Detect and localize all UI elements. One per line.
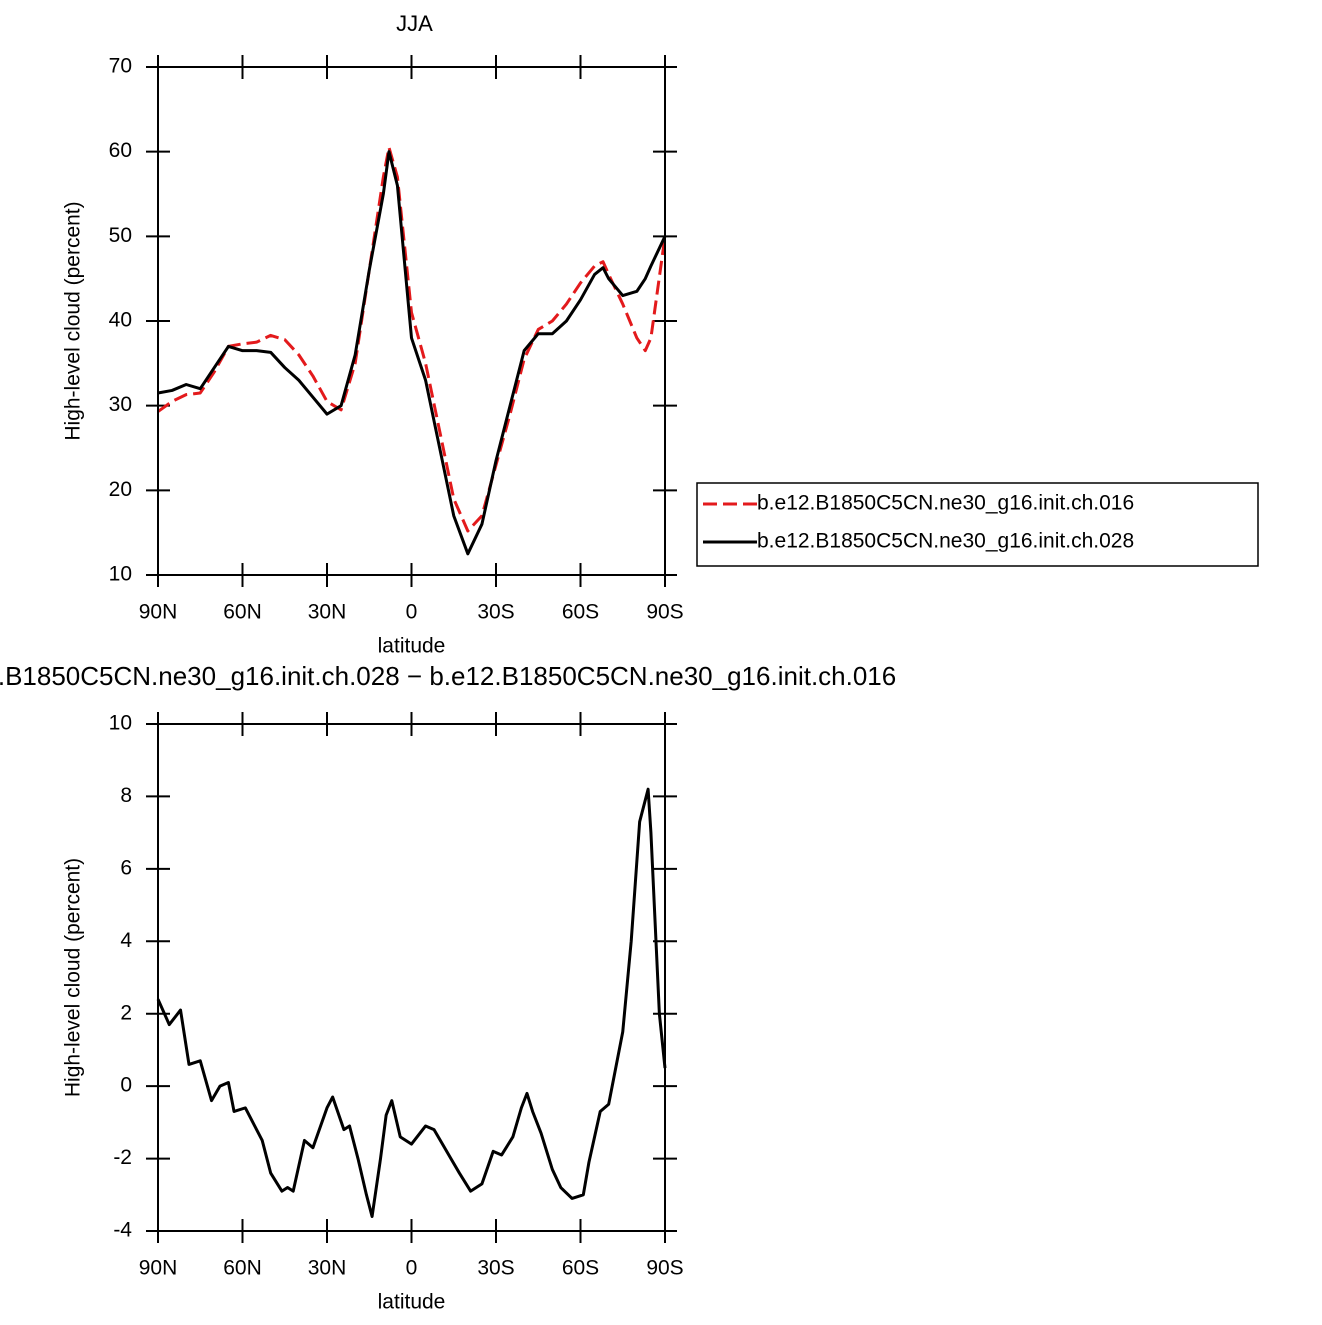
y-tick-label: 0 <box>120 1074 132 1097</box>
x-tick-label: 30S <box>477 1257 514 1280</box>
y-tick-label: 60 <box>109 139 132 162</box>
plot-frame <box>157 723 666 1232</box>
x-tick-label: 90S <box>646 1257 683 1280</box>
chart-title: b.e12.B1850C5CN.ne30_g16.init.ch.028 − b… <box>0 661 896 691</box>
y-axis-label: High-level cloud (percent) <box>62 201 85 440</box>
x-tick-label: 30S <box>477 601 514 624</box>
y-tick-label: 50 <box>109 224 132 247</box>
y-tick-label: -2 <box>113 1146 132 1169</box>
x-tick-label: 60S <box>562 1257 599 1280</box>
y-tick-label: 2 <box>120 1001 132 1024</box>
x-tick-label: 60S <box>562 601 599 624</box>
x-tick-label: 60N <box>223 601 262 624</box>
x-tick-label: 60N <box>223 1257 262 1280</box>
y-tick-label: 20 <box>109 478 132 501</box>
y-tick-label: 6 <box>120 856 132 879</box>
legend-label: b.e12.B1850C5CN.ne30_g16.init.ch.028 <box>757 530 1134 553</box>
legend-box <box>696 482 1259 567</box>
chart-title: JJA <box>396 11 433 36</box>
x-tick-label: 0 <box>406 601 418 624</box>
y-tick-label: 10 <box>109 712 132 735</box>
y-tick-label: 40 <box>109 309 132 332</box>
x-tick-label: 30N <box>308 1257 347 1280</box>
y-tick-label: 8 <box>120 784 132 807</box>
x-tick-label: 90N <box>139 1257 178 1280</box>
x-tick-label: 0 <box>406 1257 418 1280</box>
data-line <box>157 145 667 533</box>
x-axis-label: latitude <box>378 1291 446 1314</box>
y-tick-label: 70 <box>109 55 132 78</box>
y-tick-label: 30 <box>109 393 132 416</box>
y-axis-label: High-level cloud (percent) <box>62 858 85 1097</box>
x-tick-label: 30N <box>308 601 347 624</box>
y-tick-label: 10 <box>109 563 132 586</box>
data-line <box>156 787 667 1219</box>
y-tick-label: -4 <box>113 1219 132 1242</box>
x-tick-label: 90S <box>646 601 683 624</box>
plot-frame <box>157 66 666 576</box>
x-axis-label: latitude <box>378 635 446 658</box>
legend-label: b.e12.B1850C5CN.ne30_g16.init.ch.016 <box>757 492 1134 515</box>
data-line <box>157 150 667 556</box>
x-tick-label: 90N <box>139 601 178 624</box>
y-tick-label: 4 <box>120 929 132 952</box>
